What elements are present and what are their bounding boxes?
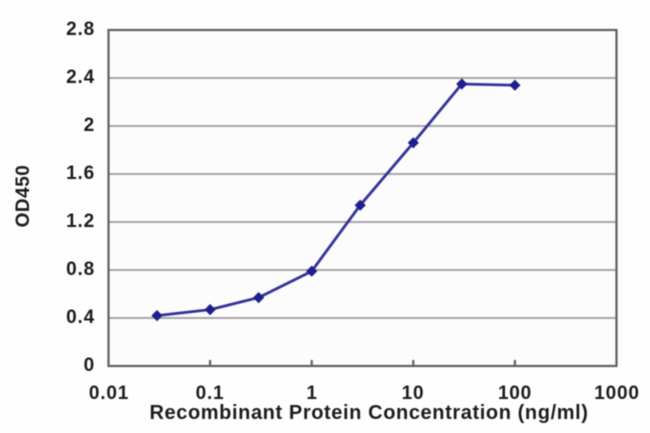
y-axis-title: OD450 [13, 164, 34, 228]
data-point-marker [456, 78, 468, 90]
y-tick-label: 0.8 [66, 259, 95, 280]
y-tick-label: 2 [83, 115, 95, 136]
data-point-marker [306, 265, 318, 277]
x-tick-label: 100 [497, 383, 533, 404]
y-tick-label: 2.4 [66, 67, 95, 88]
x-tick-label: 10 [401, 383, 425, 404]
x-tick-label: 0.1 [195, 383, 225, 404]
y-tick-label: 1.2 [66, 211, 95, 232]
y-tick-label: 0 [83, 355, 95, 376]
y-tick-label: 0.4 [66, 307, 95, 328]
x-axis-title: Recombinant Protein Concentration (ng/ml… [149, 402, 589, 424]
data-point-marker [407, 137, 419, 149]
x-tick-label: 1 [306, 383, 318, 404]
data-point-marker [151, 310, 163, 322]
data-point-marker [354, 199, 366, 211]
x-tick-label: 1000 [594, 383, 640, 404]
x-tick-label: 0.01 [88, 383, 130, 404]
data-point-marker [509, 79, 521, 91]
data-point-marker [204, 304, 216, 316]
y-tick-label: 1.6 [66, 163, 95, 184]
y-tick-label: 2.8 [66, 19, 95, 40]
data-point-marker [253, 292, 265, 304]
